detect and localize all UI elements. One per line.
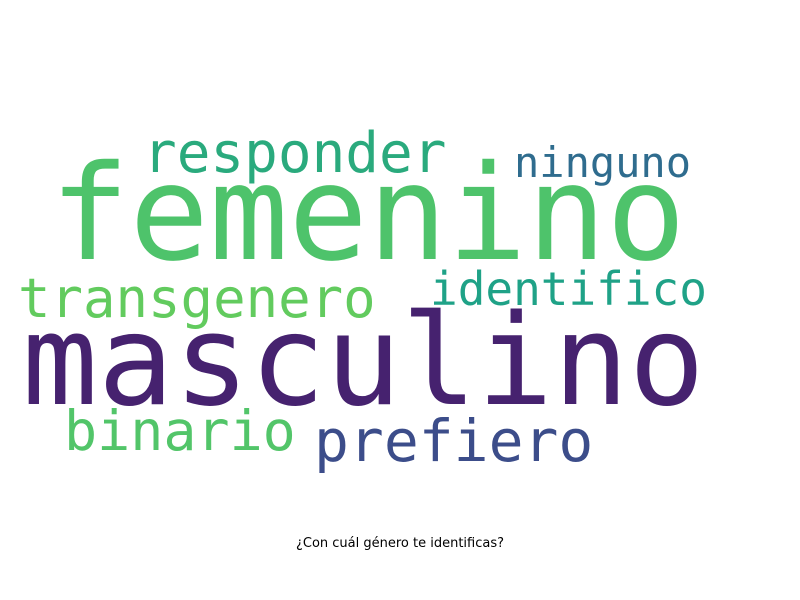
word-binario: binario [64,399,296,463]
caption: ¿Con cuál género te identificas? [295,536,505,551]
word-transgenero: transgenero [18,267,376,330]
word-responder: responder [143,121,447,186]
word-prefiero: prefiero [314,407,594,475]
word-masculino: masculino [22,287,705,434]
word-femenino: femenino [50,137,686,291]
word-ninguno: ninguno [514,138,692,187]
word-identifico: identifico [430,262,707,316]
